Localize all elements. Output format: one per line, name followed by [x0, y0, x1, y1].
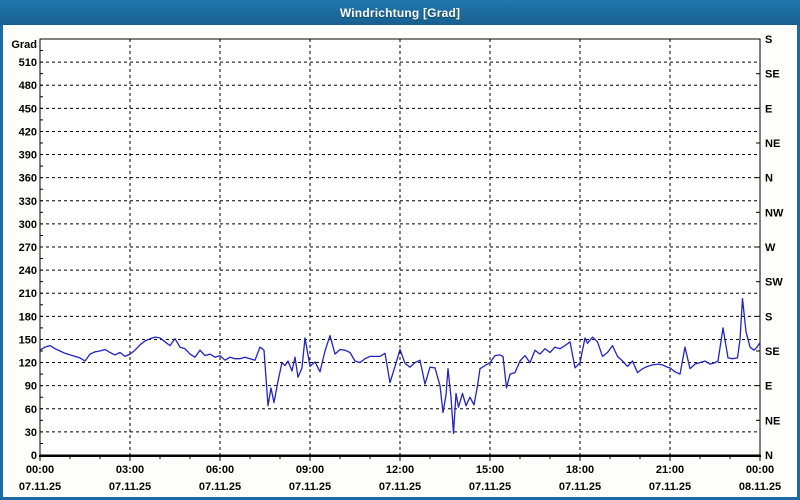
- x-tick-time: 12:00: [386, 464, 414, 476]
- x-tick-date: 07.11.25: [289, 481, 331, 493]
- x-tick-time: 18:00: [566, 464, 594, 476]
- x-tick-date: 07.11.25: [649, 481, 691, 493]
- svg-text:NE: NE: [765, 138, 780, 150]
- svg-text:60: 60: [25, 404, 37, 416]
- svg-text:510: 510: [19, 57, 37, 69]
- x-tick-time: 21:00: [656, 464, 684, 476]
- svg-text:N: N: [765, 173, 773, 185]
- svg-text:0: 0: [31, 450, 37, 462]
- x-tick-date: 08.11.25: [739, 481, 781, 493]
- svg-text:420: 420: [19, 126, 37, 138]
- svg-text:S: S: [765, 34, 772, 46]
- y-axis-right: N NE E SE S SW W NW N NE E SE S: [756, 34, 784, 462]
- window-title: Windrichtung [Grad]: [339, 5, 461, 20]
- svg-text:NW: NW: [765, 207, 784, 219]
- svg-text:480: 480: [19, 80, 37, 92]
- svg-text:SW: SW: [765, 277, 783, 289]
- svg-text:450: 450: [19, 103, 37, 115]
- x-tick-date: 07.11.25: [559, 481, 601, 493]
- y-axis-unit-label: Grad: [11, 39, 37, 51]
- svg-text:SE: SE: [765, 69, 780, 81]
- svg-text:300: 300: [19, 219, 37, 231]
- svg-text:180: 180: [19, 311, 37, 323]
- svg-text:SE: SE: [765, 346, 780, 358]
- svg-text:S: S: [765, 311, 772, 323]
- wind-direction-line: [39, 297, 761, 435]
- svg-text:150: 150: [19, 334, 37, 346]
- svg-text:E: E: [765, 381, 772, 393]
- wind-direction-chart: Grad 0 30 60 90 120 150 180 210 240 270 300 330 360 39…: [11, 34, 784, 493]
- gridlines: [40, 39, 760, 455]
- svg-text:330: 330: [19, 196, 37, 208]
- x-tick-date: 07.11.25: [379, 481, 421, 493]
- y-axis-left: Grad 0 30 60 90 120 150 180 210 240 270 300 330 360 39…: [11, 39, 37, 462]
- svg-text:90: 90: [25, 381, 37, 393]
- x-tick-time: 00:00: [26, 464, 54, 476]
- x-tick-time: 00:00: [746, 464, 774, 476]
- x-tick-time: 15:00: [476, 464, 504, 476]
- svg-text:NE: NE: [765, 415, 780, 427]
- svg-text:210: 210: [19, 288, 37, 300]
- svg-text:360: 360: [19, 173, 37, 185]
- svg-text:E: E: [765, 103, 772, 115]
- x-tick-date: 07.11.25: [199, 481, 241, 493]
- svg-text:W: W: [765, 242, 776, 254]
- svg-text:30: 30: [25, 427, 37, 439]
- chart-area: Grad 0 30 60 90 120 150 180 210 240 270 300 330 360 39…: [3, 25, 797, 497]
- x-tick-date: 07.11.25: [19, 481, 61, 493]
- x-axis: 00:00 07.11.25 03:00 07.11.25 06:00 07.11.25 0…: [19, 455, 781, 493]
- window-titlebar: Windrichtung [Grad]: [0, 0, 800, 25]
- x-tick-date: 07.11.25: [469, 481, 511, 493]
- x-tick-time: 09:00: [296, 464, 324, 476]
- svg-text:240: 240: [19, 265, 37, 277]
- x-tick-date: 07.11.25: [109, 481, 151, 493]
- x-tick-time: 03:00: [116, 464, 144, 476]
- svg-text:120: 120: [19, 358, 37, 370]
- svg-text:390: 390: [19, 150, 37, 162]
- x-tick-time: 06:00: [206, 464, 234, 476]
- svg-text:270: 270: [19, 242, 37, 254]
- svg-text:N: N: [765, 450, 773, 462]
